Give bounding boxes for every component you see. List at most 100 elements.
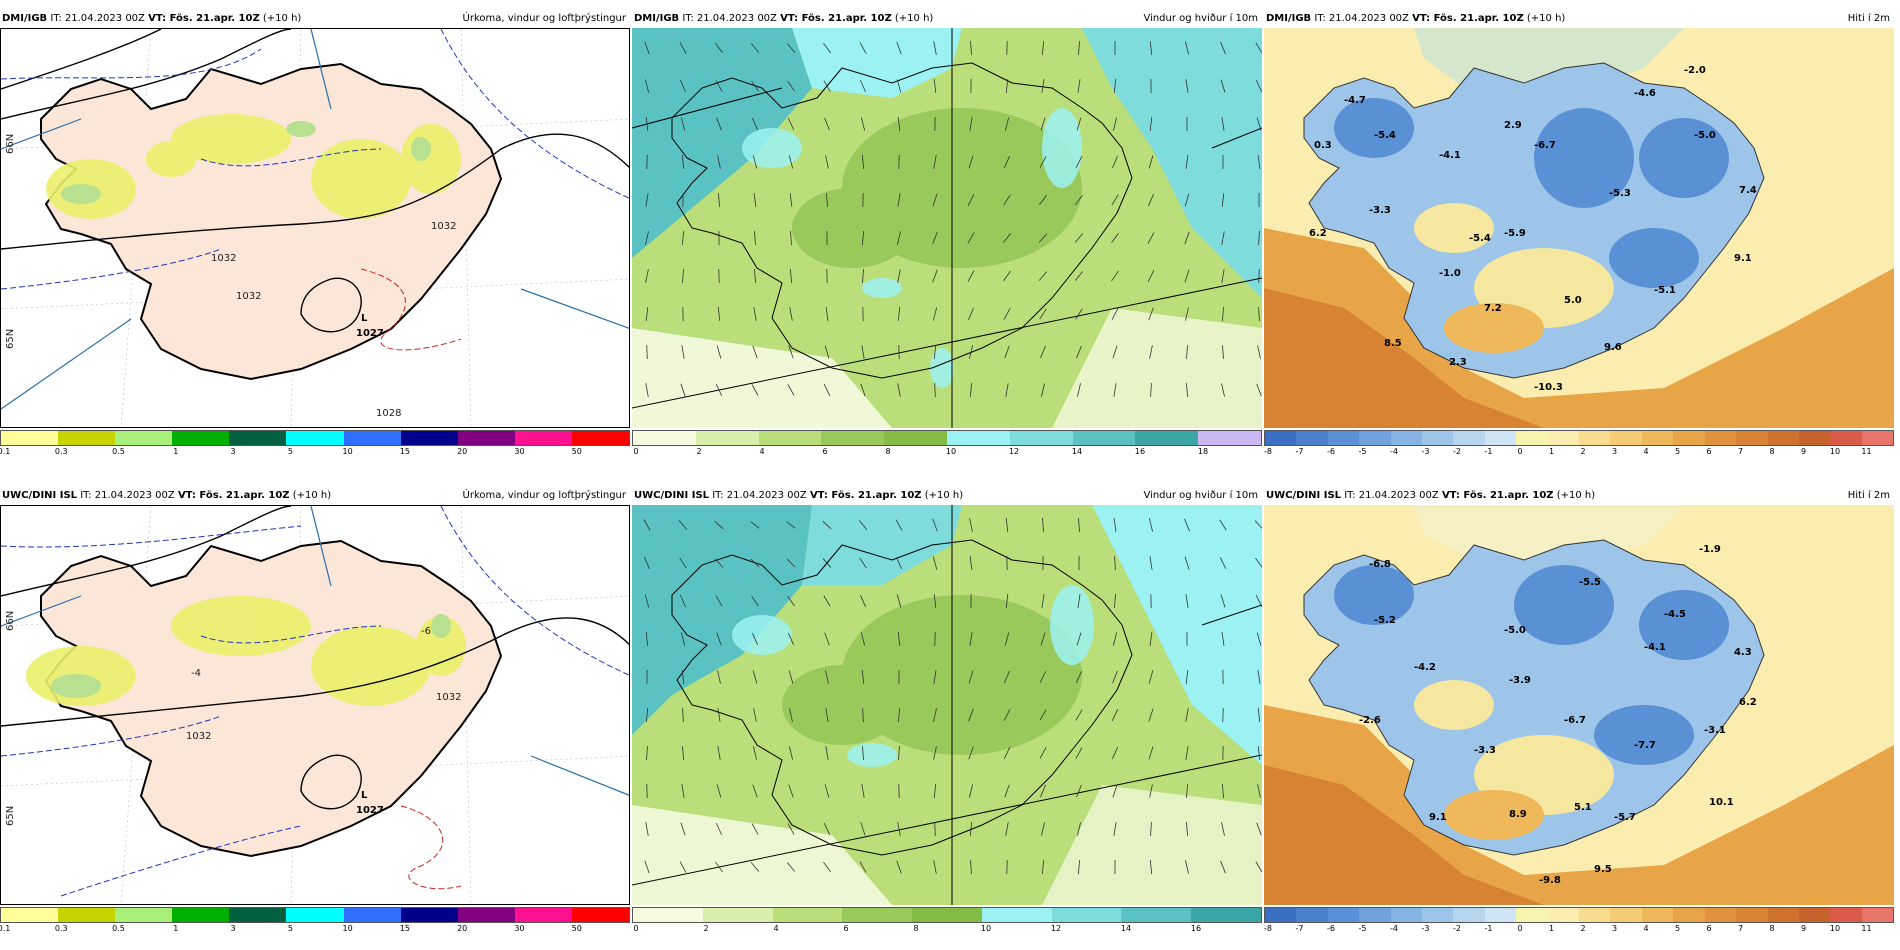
- wind-arrow: [1255, 557, 1262, 568]
- svg-text:L: L: [361, 313, 368, 324]
- colorbar-tick-label: -5: [1358, 447, 1367, 456]
- panel-header: UWC/DINI ISL IT: 21.04.2023 00Z VT: Fös.…: [2, 490, 626, 501]
- wind-arrow: [934, 821, 936, 837]
- colorbar-swatch: [229, 908, 287, 922]
- colorbar-swatch: [514, 908, 572, 922]
- wind-arrow: [753, 708, 757, 722]
- wind-arrow: [1006, 859, 1008, 875]
- colorbar-swatch: [1453, 908, 1485, 922]
- wind-arrow: [1222, 345, 1224, 359]
- wind-arrow: [897, 193, 901, 207]
- wind-arrow: [788, 670, 794, 684]
- colorbar-tick-label: 2: [703, 924, 709, 933]
- row2-wind-panel: UWC/DINI ISL IT: 21.04.2023 00Z VT: Fös.…: [632, 487, 1262, 949]
- wind-arrow: [862, 269, 864, 283]
- temp-value-label: -5.3: [1609, 188, 1631, 199]
- wind-arrow: [825, 307, 829, 321]
- wind-arrow: [898, 344, 900, 360]
- wind-arrow: [1149, 784, 1153, 798]
- colorbar-tick-label: 0: [1517, 447, 1523, 456]
- wind-arrow: [1075, 747, 1083, 759]
- wind-arrow: [860, 632, 866, 646]
- colorbar-swatch: [1359, 431, 1391, 445]
- colorbar-swatch: [1736, 431, 1768, 445]
- wind-arrow: [932, 518, 938, 532]
- wind-arrow: [860, 822, 866, 836]
- svg-text:-6: -6: [421, 626, 431, 637]
- colorbar-swatch: [912, 908, 982, 922]
- temp-value-label: -5.4: [1374, 130, 1396, 141]
- svg-text:65N: 65N: [5, 806, 16, 826]
- wind-colorbar: [632, 907, 1262, 923]
- wind-arrow: [969, 784, 973, 798]
- wind-arrow: [861, 670, 865, 684]
- wind-arrow: [1077, 822, 1081, 836]
- wind-arrow: [896, 41, 902, 55]
- panel-header: DMI/IGB IT: 21.04.2023 00Z VT: Fös. 21.a…: [2, 13, 626, 24]
- temp-value-label: 8.5: [1384, 338, 1402, 349]
- colorbar-tick-label: 3: [1611, 447, 1618, 456]
- wind-arrow: [681, 784, 685, 798]
- colorbar-tick-label: 10: [342, 447, 353, 456]
- wind-arrow: [714, 520, 724, 530]
- colorbar-swatch: [702, 908, 773, 922]
- wind-arrow: [898, 745, 900, 761]
- wind-arrow: [681, 345, 685, 359]
- wind-arrow: [1039, 308, 1047, 320]
- wind-arrow: [751, 595, 759, 607]
- wind-arrow: [1258, 230, 1260, 246]
- temp-ticks: -8 -7 -6 -5 -4 -3 -2 -1 0 1 2 3 4 5 6 7 8 9 10 11: [1264, 447, 1894, 459]
- wind-arrow: [750, 521, 760, 529]
- wind-arrow: [1075, 156, 1083, 168]
- wind-arrow: [717, 155, 721, 169]
- colorbar-tick-label: -7: [1295, 924, 1304, 933]
- wind-arrow: [1184, 518, 1190, 532]
- temp-value-label: -5.7: [1614, 812, 1636, 823]
- wind-arrow: [717, 307, 721, 321]
- colorbar-tick-label: 0.5: [112, 924, 125, 933]
- wind-arrow: [787, 384, 795, 396]
- wind-arrow: [1184, 231, 1190, 245]
- colorbar-swatch: [172, 431, 230, 445]
- colorbar-tick-label: 50: [571, 924, 582, 933]
- colorbar-swatch: [842, 908, 913, 922]
- wind-arrow: [1112, 784, 1118, 798]
- svg-text:65N: 65N: [5, 329, 16, 349]
- colorbar-swatch: [1516, 431, 1548, 445]
- colorbar-swatch: [571, 431, 630, 445]
- wind-arrow: [1076, 632, 1082, 646]
- colorbar-tick-label: 1: [173, 447, 179, 456]
- colorbar-swatch: [1359, 908, 1391, 922]
- colorbar-tick-label: -1: [1484, 924, 1493, 933]
- colorbar-swatch: [58, 431, 116, 445]
- temp-value-label: -4.7: [1344, 95, 1366, 106]
- wind-arrow: [861, 784, 865, 798]
- colorbar-tick-label: 30: [514, 924, 525, 933]
- wind-arrow: [1075, 308, 1083, 320]
- wind-arrow: [1039, 194, 1047, 206]
- wind-arrow: [1004, 345, 1010, 359]
- wind-arrow: [862, 707, 864, 723]
- colorbar-tick-label: -5: [1358, 924, 1367, 933]
- wind-arrow: [967, 232, 975, 244]
- wind-arrow: [933, 784, 937, 798]
- wind-arrow: [789, 193, 793, 207]
- wind-arrow: [1148, 670, 1154, 684]
- temp-value-label: 0.3: [1314, 140, 1332, 151]
- colorbar-tick-label: 10: [980, 924, 992, 933]
- colorbar-tick-label: -3: [1421, 447, 1430, 456]
- wind-arrow: [932, 307, 938, 321]
- wind-arrow: [790, 231, 792, 245]
- wind-arrow: [681, 231, 685, 245]
- wind-arrow: [715, 42, 723, 54]
- wind-arrow: [898, 783, 900, 799]
- colorbar-swatch: [1704, 908, 1737, 922]
- wind-arrow: [1257, 746, 1261, 760]
- colorbar-tick-label: 4: [1643, 447, 1649, 456]
- wind-arrow: [895, 519, 903, 531]
- colorbar-tick-label: 1: [173, 924, 179, 933]
- wind-arrow: [1076, 784, 1082, 798]
- colorbar-tick-label: 15: [399, 447, 410, 456]
- wind-arrow: [786, 43, 796, 53]
- wind-arrow: [788, 784, 794, 798]
